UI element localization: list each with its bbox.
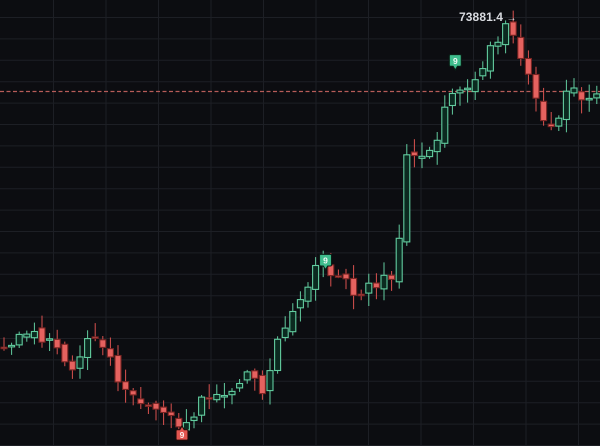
- svg-text:9: 9: [453, 56, 458, 66]
- svg-text:9: 9: [180, 430, 185, 440]
- svg-text:9: 9: [323, 256, 328, 266]
